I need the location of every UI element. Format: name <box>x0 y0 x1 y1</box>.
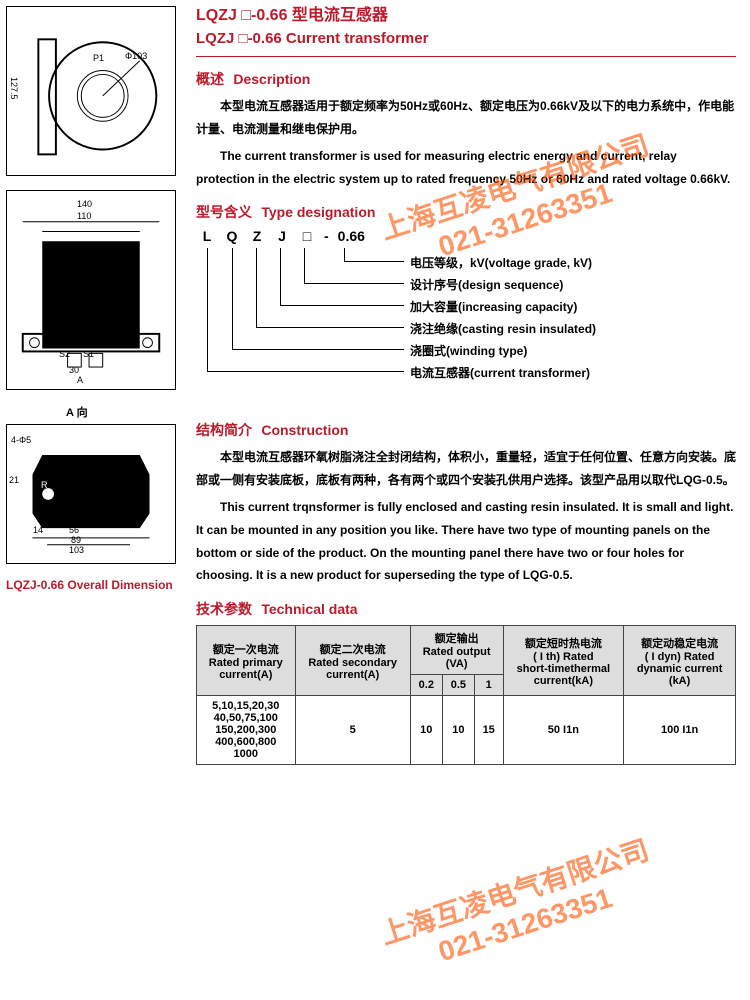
title-en: LQZJ □-0.66 Current transformer <box>196 29 736 49</box>
section-head-description: 概述 Description <box>196 69 736 89</box>
label-s2: S2 <box>59 349 70 359</box>
section-head-tech: 技术参数 Technical data <box>196 599 736 619</box>
label-89: 89 <box>71 535 81 545</box>
desc-head-en: Description <box>233 71 310 87</box>
type-label-5: 浇圈式(winding type) <box>410 342 527 359</box>
constr-para-en: This current trqnsformer is fully enclos… <box>196 496 736 587</box>
technical-data-table: 额定一次电流Rated primarycurrent(A) 额定二次电流Rate… <box>196 625 736 765</box>
desc-head-cn: 概述 <box>196 71 224 87</box>
type-label-1: 电压等级，kV(voltage grade, kV) <box>410 254 592 271</box>
table-header-row: 额定一次电流Rated primarycurrent(A) 额定二次电流Rate… <box>197 626 736 675</box>
code-066: 0.66 <box>335 228 368 244</box>
label-p1: P1 <box>93 53 104 63</box>
diagram-top-view: P1 Φ103 127.5 <box>6 6 176 176</box>
td-idyn: 100 I1n <box>624 696 736 765</box>
tech-head-cn: 技术参数 <box>196 601 252 617</box>
td-out05: 10 <box>442 696 474 765</box>
title-cn: LQZJ □-0.66 型电流互感器 <box>196 6 736 27</box>
label-103: 103 <box>69 545 84 555</box>
diagram-front-view: 140 110 S2 S1 30 A <box>6 190 176 390</box>
type-designation-diagram: L Q Z J □ - 0.66 电压等级，kV(voltage grade, … <box>196 228 736 408</box>
code-box: □ <box>296 228 318 244</box>
label-127: 127.5 <box>9 77 19 100</box>
constr-para-cn: 本型电流互感器环氧树脂浇注全封闭结构，体积小，重量轻，适宜于任何位置、任意方向安… <box>196 446 736 492</box>
type-label-6: 电流互感器(current transformer) <box>410 364 590 381</box>
label-14: 14 <box>33 525 43 535</box>
td-primary: 5,10,15,20,3040,50,75,100150,200,300400,… <box>197 696 296 765</box>
constr-head-cn: 结构简介 <box>196 422 252 438</box>
constr-head-en: Construction <box>261 422 348 438</box>
type-label-2: 设计序号(design sequence) <box>410 276 563 293</box>
type-head-cn: 型号含义 <box>196 204 252 220</box>
label-21: 21 <box>9 475 19 485</box>
label-30: 30 <box>69 365 79 375</box>
desc-para-cn: 本型电流互感器适用于额定频率为50Hz或60Hz、额定电压为0.66kV及以下的… <box>196 95 736 141</box>
code-Z: Z <box>246 228 268 244</box>
title-rule <box>196 56 736 57</box>
code-J: J <box>271 228 293 244</box>
td-out02: 10 <box>410 696 442 765</box>
bracket-6 <box>207 248 404 372</box>
th-1: 1 <box>474 675 503 696</box>
th-secondary: 额定二次电流Rated secondarycurrent(A) <box>295 626 410 696</box>
wm-line1b: 上海互凌电气有限公司 <box>377 834 653 950</box>
type-head-en: Type designation <box>261 204 375 220</box>
td-out1: 15 <box>474 696 503 765</box>
label-r: R <box>41 480 48 490</box>
type-code-row: L Q Z J □ - 0.66 <box>196 228 736 244</box>
th-primary: 额定一次电流Rated primarycurrent(A) <box>197 626 296 696</box>
th-05: 0.5 <box>442 675 474 696</box>
label-56: 56 <box>69 525 79 535</box>
td-ith: 50 I1n <box>503 696 624 765</box>
wm-line2b: 021-31263351 <box>434 882 615 967</box>
right-column: LQZJ □-0.66 型电流互感器 LQZJ □-0.66 Current t… <box>186 6 736 765</box>
label-4phi5: 4-Φ5 <box>11 435 31 445</box>
type-label-3: 加大容量(increasing capacity) <box>410 298 577 315</box>
table-data-row: 5,10,15,20,3040,50,75,100150,200,300400,… <box>197 696 736 765</box>
diagram-side-view: 4-Φ5 21 14 56 89 103 R <box>6 424 176 564</box>
left-column: P1 Φ103 127.5 140 110 S2 S1 30 A A 向 <box>6 6 186 765</box>
section-head-construction: 结构简介 Construction <box>196 420 736 440</box>
th-idyn: 额定动稳定电流( I dyn) Rateddynamic current(kA) <box>624 626 736 696</box>
code-Q: Q <box>221 228 243 244</box>
label-a: A <box>77 375 83 385</box>
th-02: 0.2 <box>410 675 442 696</box>
section-head-type: 型号含义 Type designation <box>196 202 736 222</box>
th-output: 额定输出Rated output(VA) <box>410 626 503 675</box>
type-label-4: 浇注绝缘(casting resin insulated) <box>410 320 596 337</box>
diagram3-svg <box>13 431 169 557</box>
diagram1-svg <box>13 13 169 169</box>
label-s1: S1 <box>83 349 94 359</box>
td-secondary: 5 <box>295 696 410 765</box>
a-direction-label: A 向 <box>66 404 176 420</box>
desc-para-en: The current transformer is used for meas… <box>196 145 736 191</box>
overall-dimension-caption: LQZJ-0.66 Overall Dimension <box>6 578 176 592</box>
watermark-bottom: 上海互凌电气有限公司 021-31263351 <box>376 833 663 983</box>
code-L: L <box>196 228 218 244</box>
tech-head-en: Technical data <box>261 601 357 617</box>
label-phi103: Φ103 <box>125 51 147 61</box>
label-140: 140 <box>77 199 92 209</box>
label-110: 110 <box>77 211 91 221</box>
th-ith: 额定短时热电流( I th) Ratedshort-timethermalcur… <box>503 626 624 696</box>
code-dash: - <box>321 228 332 244</box>
